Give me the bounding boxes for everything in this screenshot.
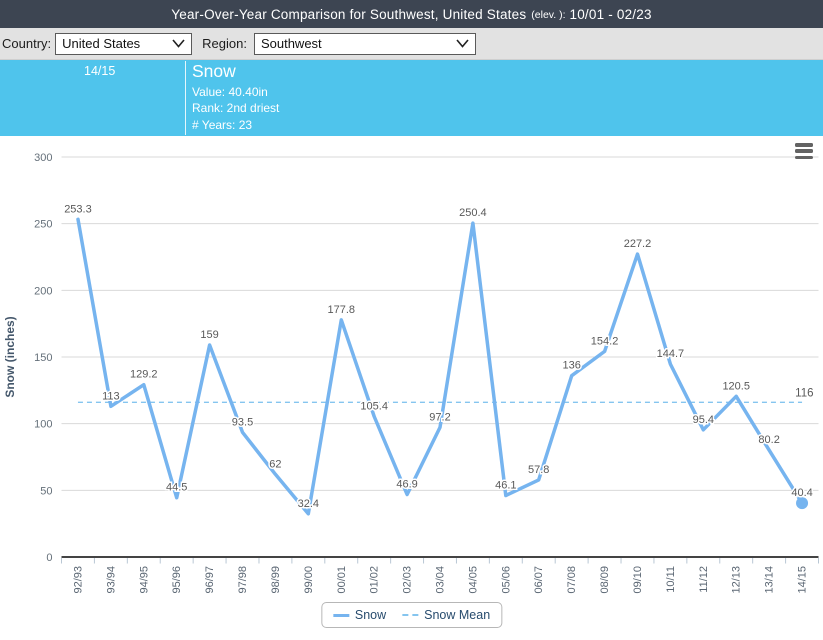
legend-label-snow-mean: Snow Mean (424, 608, 491, 622)
legend-label-snow: Snow (354, 608, 387, 622)
x-axis-label: 05/06 (500, 566, 512, 594)
x-axis-label: 08/09 (599, 566, 611, 594)
chart-area: 0 50 100 150 200 250 300 92/93 93/94 94/95 95/96 96… (0, 140, 823, 640)
title-bar: Year-Over-Year Comparison for Southwest,… (0, 0, 823, 28)
tooltip-series-name: Snow (192, 61, 236, 81)
data-label: 253.3 (64, 203, 92, 215)
x-axis-label: 01/02 (369, 566, 381, 594)
data-label: 95.4 (693, 414, 714, 426)
y-axis-tick-label: 0 (46, 552, 52, 564)
data-label: 105.4 (360, 400, 388, 412)
x-axis-label: 96/97 (204, 566, 216, 594)
data-label: 93.5 (232, 416, 253, 428)
y-axis-tick-label: 250 (34, 219, 52, 231)
x-axis-label: 13/14 (764, 566, 776, 594)
page-title: Year-Over-Year Comparison for Southwest,… (171, 6, 527, 22)
data-label: 113 (102, 390, 120, 402)
hamburger-menu-icon (795, 149, 813, 153)
snow-line-chart: 0 50 100 150 200 250 300 92/93 93/94 94/95 95/96 96… (3, 152, 819, 594)
chevron-down-icon (456, 39, 469, 48)
data-label: 62 (269, 458, 281, 470)
y-axis-tick-label: 200 (34, 285, 52, 297)
snow-mean-line-swatch-icon (402, 614, 419, 616)
x-axis-label: 10/11 (665, 566, 677, 593)
y-axis-title: Snow (inches) (3, 316, 17, 397)
data-label: 32.4 (298, 498, 319, 510)
tooltip-num-years: # Years: 23 (192, 117, 253, 132)
x-axis-label: 00/01 (336, 566, 348, 594)
country-select[interactable]: United States (55, 32, 193, 55)
y-axis-tick-label: 150 (34, 352, 52, 364)
tooltip-year: 14/15 (84, 64, 116, 78)
data-label: 57.8 (528, 464, 549, 476)
y-axis-tick-label: 300 (34, 152, 52, 164)
x-axis-label: 04/05 (467, 566, 479, 594)
x-axis-label: 14/15 (797, 566, 809, 594)
data-label: 40.4 (791, 487, 812, 499)
data-label: 80.2 (758, 434, 779, 446)
snow-line-series[interactable] (76, 217, 804, 516)
snow-line-swatch-icon (332, 613, 349, 617)
data-label: 159 (200, 329, 218, 341)
data-label: 136 (562, 360, 580, 372)
legend-item-snow-mean[interactable]: Snow Mean (402, 608, 490, 622)
x-axis-label: 07/08 (566, 566, 578, 594)
x-axis-label: 02/03 (402, 566, 414, 594)
x-axis-label: 99/00 (303, 566, 315, 594)
data-label: 97.2 (429, 411, 450, 423)
x-axis-label: 09/10 (632, 566, 644, 594)
y-axis-tick-label: 50 (40, 485, 52, 497)
hamburger-menu-icon (795, 143, 813, 147)
x-axis-label: 95/96 (171, 566, 183, 594)
chart-legend: Snow Snow Mean (320, 602, 503, 628)
x-axis-label: 12/13 (731, 566, 743, 594)
legend-item-snow[interactable]: Snow (332, 608, 387, 622)
tooltip-rank: Rank: 2nd driest (192, 101, 280, 116)
data-label: 177.8 (327, 304, 355, 316)
data-label: 46.1 (495, 480, 516, 492)
data-label: 120.5 (722, 380, 750, 392)
data-label: 227.2 (624, 238, 652, 250)
data-label: 44.5 (166, 482, 187, 494)
data-label: 46.9 (396, 478, 417, 490)
chart-menu-button[interactable] (795, 143, 815, 159)
region-select[interactable]: Southwest (253, 32, 476, 55)
data-label: 154.2 (591, 335, 619, 347)
country-select-value: United States (62, 36, 141, 51)
tooltip-info: Snow Value: 40.40in Rank: 2nd driest # Y… (192, 61, 279, 133)
page-title-date-range: 10/01 - 02/23 (569, 6, 652, 22)
data-label: 250.4 (459, 207, 487, 219)
country-label: Country: (2, 36, 52, 51)
data-label: 129.2 (130, 369, 158, 381)
chevron-down-icon (172, 39, 185, 48)
x-axis-label: 94/95 (138, 566, 150, 594)
last-point-marker[interactable] (796, 497, 809, 510)
region-select-value: Southwest (260, 36, 322, 51)
y-axis-tick-label: 100 (34, 419, 52, 431)
hamburger-menu-icon (795, 155, 813, 159)
x-axis-label: 06/07 (533, 566, 545, 594)
x-axis-label: 98/99 (270, 566, 282, 594)
x-axis-label: 93/94 (105, 566, 117, 594)
controls-bar: Country: United States Region: Southwest (0, 28, 823, 60)
x-axis-label: 97/98 (237, 566, 249, 594)
data-label: 144.7 (657, 348, 685, 360)
tooltip-value: Value: 40.40in (192, 85, 268, 99)
x-axis-label: 03/04 (435, 566, 447, 594)
tooltip-banner: 14/15 Snow Value: 40.40in Rank: 2nd drie… (0, 60, 823, 136)
x-axis-label: 92/93 (72, 566, 84, 594)
tooltip-divider (185, 61, 186, 135)
x-axis-label: 11/12 (698, 566, 710, 593)
region-label: Region: (202, 36, 247, 51)
snow-mean-value-label: 116 (795, 387, 813, 399)
page-title-elevation: (elev. ): (531, 9, 566, 21)
